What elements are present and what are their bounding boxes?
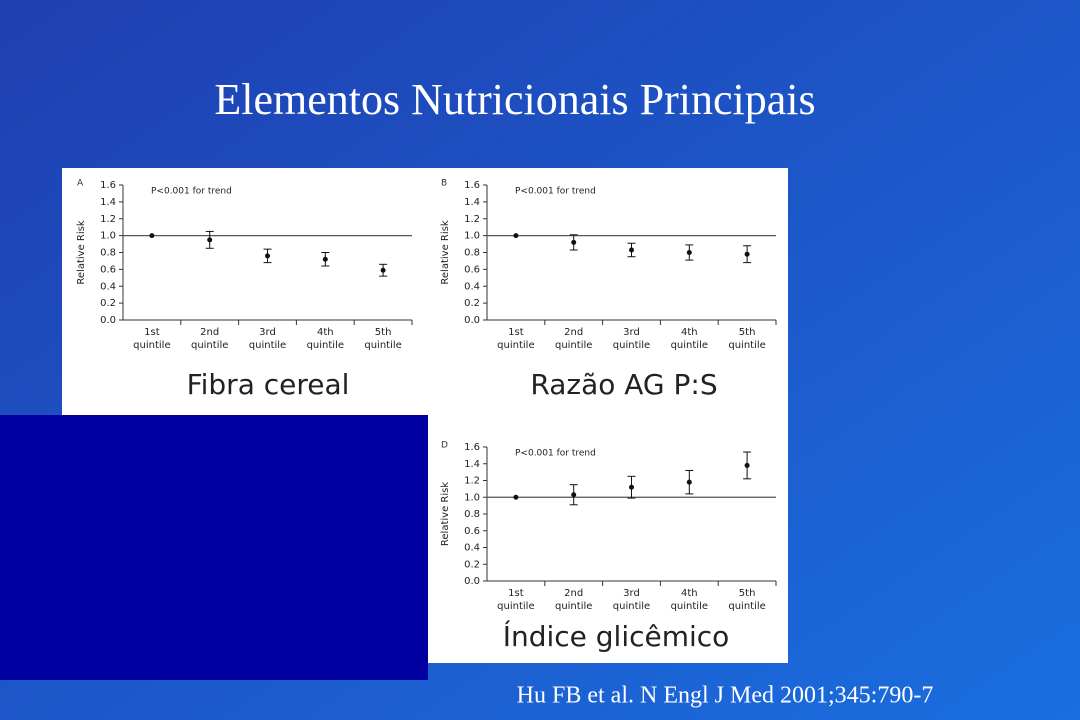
x-tick-label: 5th quintile	[364, 327, 401, 351]
y-tick-label: 0.6	[464, 264, 480, 275]
y-tick-label: 1.2	[464, 476, 480, 487]
y-tick-label: 0.0	[464, 315, 480, 326]
y-tick-label: 0.2	[464, 298, 480, 309]
citation: Hu FB et al. N Engl J Med 2001;345:790-7	[517, 683, 934, 709]
slide-title: Elementos Nutricionais Principais	[214, 75, 815, 124]
point	[629, 484, 634, 490]
x-tick-label: 1st quintile	[497, 588, 534, 612]
point	[207, 237, 213, 243]
point	[686, 479, 692, 485]
y-axis-label: Relative Risk	[440, 482, 451, 546]
y-tick-label: 1.0	[464, 492, 480, 503]
point	[744, 251, 750, 257]
y-axis-label: Relative Risk	[440, 220, 451, 284]
figure-panel	[428, 415, 788, 663]
point	[513, 494, 519, 500]
y-tick-label: 1.0	[464, 231, 480, 242]
y-tick-label: 0.8	[100, 248, 116, 259]
y-axis-label: Relative Risk	[76, 220, 87, 284]
point	[744, 462, 750, 468]
y-tick-label: 0.2	[100, 298, 116, 309]
x-tick-label: 5th quintile	[728, 588, 765, 612]
point	[380, 267, 386, 273]
y-tick-label: 1.0	[100, 231, 116, 242]
y-tick-label: 1.4	[464, 197, 480, 208]
point	[571, 492, 577, 498]
panel-letter: A	[77, 179, 84, 189]
point	[629, 247, 634, 253]
x-tick-label: 4th quintile	[671, 327, 708, 351]
x-tick-label: 3rd quintile	[613, 588, 650, 612]
y-tick-label: 0.0	[464, 576, 480, 587]
caption: Razão AG P:S	[530, 368, 717, 401]
x-tick-label: 2nd quintile	[555, 327, 592, 351]
x-tick-label: 4th quintile	[307, 327, 344, 351]
x-tick-label: 3rd quintile	[249, 327, 286, 351]
y-tick-label: 0.8	[464, 248, 480, 259]
point	[686, 250, 692, 255]
panel-letter: B	[441, 179, 447, 189]
y-tick-label: 1.2	[464, 214, 480, 225]
annotation: P<0.001 for trend	[151, 187, 232, 197]
point	[513, 233, 519, 239]
point	[265, 253, 270, 259]
point	[149, 233, 155, 239]
panel-letter: D	[441, 441, 448, 451]
y-tick-label: 0.2	[464, 559, 480, 570]
y-tick-label: 1.4	[100, 197, 116, 208]
x-tick-label: 1st quintile	[133, 327, 170, 351]
x-tick-label: 4th quintile	[671, 588, 708, 612]
y-tick-label: 1.2	[100, 214, 116, 225]
y-tick-label: 0.6	[464, 526, 480, 537]
cover-block	[0, 415, 428, 680]
y-tick-label: 0.4	[100, 281, 116, 292]
caption: Índice glicêmico	[503, 619, 730, 653]
x-tick-label: 2nd quintile	[555, 588, 592, 612]
figure-panel	[62, 168, 788, 415]
x-tick-label: 1st quintile	[497, 327, 534, 351]
point	[571, 239, 577, 245]
annotation: P<0.001 for trend	[515, 449, 596, 459]
y-tick-label: 0.6	[100, 264, 116, 275]
caption: Fibra cereal	[187, 368, 350, 401]
y-tick-label: 1.6	[100, 180, 116, 191]
point	[322, 256, 328, 262]
x-tick-label: 2nd quintile	[191, 327, 228, 351]
y-tick-label: 0.4	[464, 281, 480, 292]
y-tick-label: 1.6	[464, 442, 480, 453]
y-tick-label: 0.4	[464, 543, 480, 554]
y-tick-label: 1.4	[464, 459, 480, 470]
x-tick-label: 5th quintile	[728, 327, 765, 351]
y-tick-label: 0.8	[464, 509, 480, 520]
y-tick-label: 1.6	[464, 180, 480, 191]
x-tick-label: 3rd quintile	[613, 327, 650, 351]
annotation: P<0.001 for trend	[515, 187, 596, 197]
y-tick-label: 0.0	[100, 315, 116, 326]
